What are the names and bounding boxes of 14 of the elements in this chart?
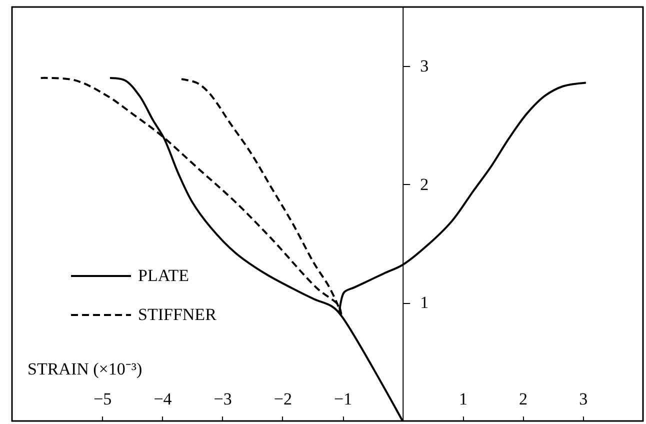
x-tick-label: −3 (214, 390, 232, 408)
x-tick-label: 1 (458, 390, 468, 408)
x-tick-label: −1 (334, 390, 352, 408)
x-tick-label: −2 (274, 390, 292, 408)
legend-label: STIFFNER (138, 305, 218, 324)
x-tick-label: 2 (519, 390, 528, 408)
x-axis-title: STRAIN (×10⁻³) (28, 360, 142, 378)
legend-label: PLATE (138, 266, 189, 286)
y-tick-label: 2 (420, 174, 429, 194)
x-tick-label: −4 (154, 390, 172, 408)
x-tick-label: −5 (94, 390, 112, 408)
y-tick-label: 3 (420, 56, 429, 76)
x-tick-label: 3 (579, 390, 588, 408)
y-tick-label: 1 (420, 293, 429, 312)
